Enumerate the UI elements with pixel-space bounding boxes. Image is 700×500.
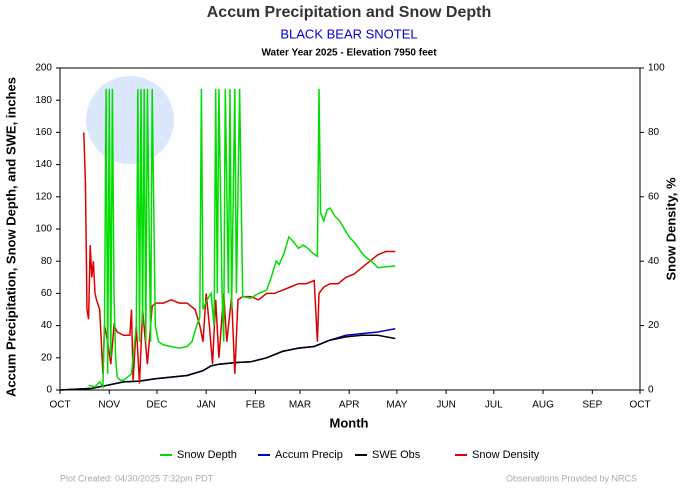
x-tick-label: JUL	[485, 400, 503, 411]
chart-info: Water Year 2025 - Elevation 7950 feet	[261, 48, 437, 59]
y-tick-label: 20	[41, 352, 53, 363]
y2-tick-label: 20	[648, 320, 660, 331]
y-tick-label: 0	[46, 385, 52, 396]
x-tick-label: DEC	[146, 400, 167, 411]
x-tick-label: MAY	[386, 400, 407, 411]
series-line	[88, 88, 396, 390]
y-tick-label: 140	[35, 159, 52, 170]
x-tick-label: JUN	[436, 400, 455, 411]
legend-label: Snow Depth	[177, 449, 237, 461]
y-tick-label: 200	[35, 63, 52, 74]
footer-right: Observations Provided by NRCS	[506, 473, 637, 483]
chart-subtitle: BLACK BEAR SNOTEL	[280, 26, 417, 41]
legend-label: Snow Density	[472, 449, 540, 461]
series-line	[59, 334, 396, 391]
y-axis-label: Accum Precipitation, Snow Depth, and SWE…	[3, 77, 18, 397]
x-tick-label: SEP	[582, 400, 602, 411]
y-tick-label: 180	[35, 95, 52, 106]
y2-axis-label: Snow Density, %	[663, 177, 678, 280]
y2-tick-label: 100	[648, 63, 665, 74]
x-tick-label: OCT	[49, 400, 70, 411]
legend-label: SWE Obs	[372, 449, 421, 461]
footer-left: Plot Created: 04/30/2025 7:32pm PDT	[60, 473, 214, 483]
x-tick-label: OCT	[629, 400, 650, 411]
y2-tick-label: 0	[648, 385, 654, 396]
y-tick-label: 60	[41, 288, 53, 299]
x-tick-label: AUG	[532, 400, 554, 411]
y2-tick-label: 80	[648, 127, 660, 138]
x-axis-label: Month	[330, 415, 369, 430]
chart-title: Accum Precipitation and Snow Depth	[207, 4, 491, 21]
y2-tick-label: 40	[648, 256, 660, 267]
y-tick-label: 80	[41, 256, 53, 267]
x-tick-label: APR	[339, 400, 360, 411]
y-tick-label: 40	[41, 320, 53, 331]
y-tick-label: 160	[35, 127, 52, 138]
x-tick-label: JAN	[197, 400, 216, 411]
y-tick-label: 120	[35, 191, 52, 202]
x-tick-label: NOV	[98, 400, 120, 411]
x-tick-label: MAR	[289, 400, 311, 411]
x-tick-label: FEB	[246, 400, 266, 411]
watermark-logo	[86, 76, 174, 164]
y-tick-label: 100	[35, 224, 52, 235]
legend-label: Accum Precip	[275, 449, 343, 461]
y2-tick-label: 60	[648, 191, 660, 202]
